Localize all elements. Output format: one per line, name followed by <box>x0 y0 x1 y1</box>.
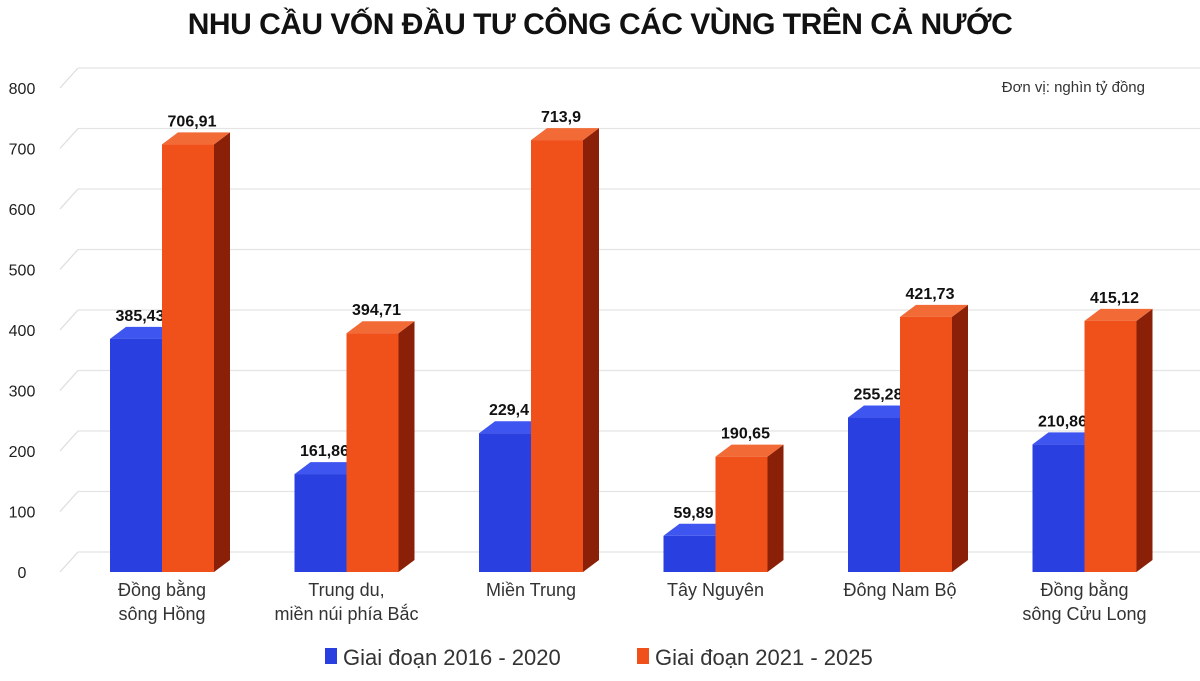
bar <box>479 433 531 572</box>
y-tick-label: 0 <box>18 565 27 582</box>
legend-label: Giai đoạn 2016 - 2020 <box>343 645 561 670</box>
bar-top <box>1032 432 1101 445</box>
y-tick-label: 300 <box>9 384 36 401</box>
bar-side <box>214 132 230 572</box>
y-tick-label: 400 <box>9 323 36 340</box>
data-label: 59,89 <box>673 505 713 522</box>
grid-diagonal <box>59 128 79 149</box>
data-label: 255,28 <box>854 387 903 404</box>
y-tick-label: 100 <box>9 505 36 522</box>
y-tick-label: 500 <box>9 263 36 280</box>
bar <box>900 316 952 572</box>
bar-top <box>346 321 415 334</box>
category-label: Tây Nguyên <box>667 580 764 600</box>
unit-note: Đơn vị: nghìn tỷ đồng <box>1002 79 1145 96</box>
bar <box>1032 444 1085 572</box>
bar <box>1084 320 1137 572</box>
bar-top <box>110 326 178 339</box>
bar <box>715 456 768 572</box>
grid-diagonal <box>59 249 79 270</box>
data-label: 421,73 <box>906 286 955 303</box>
grid-diagonal <box>59 491 79 512</box>
bar-side <box>767 444 784 572</box>
category-label: miền núi phía Bắc <box>274 603 418 624</box>
bar-side <box>398 321 415 572</box>
grid-diagonal <box>59 67 79 89</box>
bar-top <box>162 132 230 145</box>
y-tick-label: 700 <box>9 142 36 159</box>
legend-swatch <box>637 648 649 664</box>
y-tick-label: 600 <box>9 202 36 219</box>
legend-swatch <box>325 648 337 664</box>
category-label: Đồng bằng <box>118 579 206 600</box>
grid-diagonal <box>59 370 79 391</box>
data-label: 210,86 <box>1038 413 1087 430</box>
data-label: 713,9 <box>541 109 581 126</box>
data-label: 706,91 <box>168 113 217 130</box>
bar-top <box>1084 308 1153 321</box>
data-label: 161,86 <box>300 443 349 460</box>
grid-diagonal <box>59 551 79 573</box>
data-label: 190,65 <box>721 426 770 443</box>
bar-side <box>952 304 968 572</box>
data-label: 415,12 <box>1090 290 1139 307</box>
category-label: Trung du, <box>308 580 384 600</box>
category-label: Đồng bằng <box>1040 579 1128 600</box>
bar <box>848 417 900 572</box>
bar-side <box>583 128 599 572</box>
grid-diagonal <box>59 188 79 210</box>
bar <box>294 474 347 572</box>
bar <box>663 535 716 572</box>
bar <box>531 140 583 572</box>
bar-top <box>531 128 599 141</box>
bar-top <box>848 405 916 418</box>
bar <box>346 333 399 572</box>
category-label: sông Cửu Long <box>1022 604 1146 624</box>
data-label: 229,4 <box>489 402 529 419</box>
bar-top <box>663 523 732 536</box>
bar-top <box>715 444 784 457</box>
bar <box>162 144 214 572</box>
data-label: 385,43 <box>116 308 165 325</box>
chart-title: NHU CẦU VỐN ĐẦU TƯ CÔNG CÁC VÙNG TRÊN CẢ… <box>188 7 1013 41</box>
grid-diagonal <box>59 430 79 452</box>
category-label: Đông Nam Bộ <box>843 580 956 600</box>
legend-label: Giai đoạn 2021 - 2025 <box>655 645 873 670</box>
data-label: 394,71 <box>352 302 401 319</box>
category-label: Miền Trung <box>486 580 576 600</box>
bar-top <box>900 304 968 317</box>
bar-top <box>479 421 547 434</box>
bar-side <box>1136 308 1153 572</box>
grid-diagonal <box>59 309 79 331</box>
bar <box>110 338 162 572</box>
bar-top <box>294 462 363 475</box>
category-label: sông Hồng <box>118 604 205 624</box>
y-tick-label: 800 <box>9 81 36 98</box>
y-tick-label: 200 <box>9 444 36 461</box>
